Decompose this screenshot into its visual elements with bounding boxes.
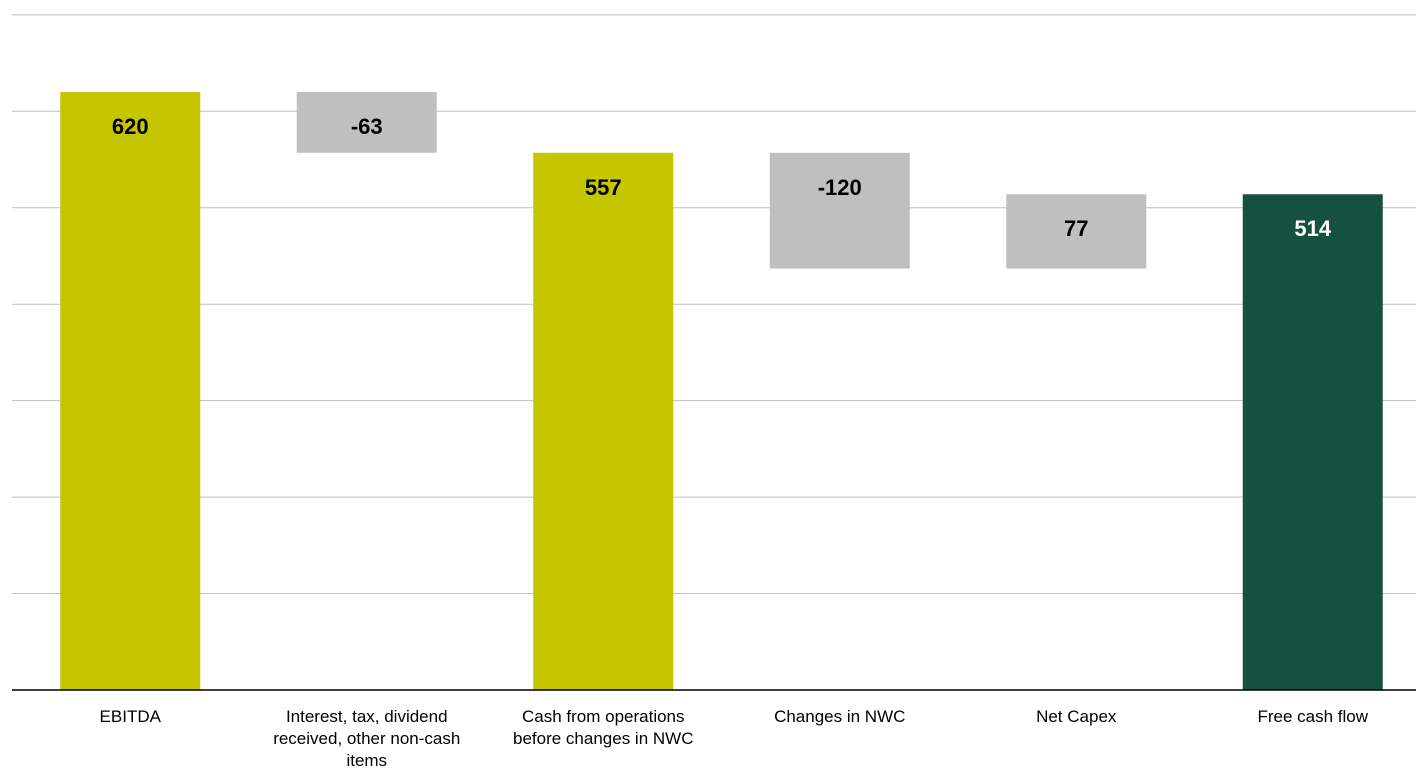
data-label-3: 557 — [585, 175, 622, 200]
category-label: items — [346, 751, 387, 770]
category-label: before changes in NWC — [513, 729, 693, 748]
data-label-1: 620 — [112, 114, 149, 139]
category-label: Free cash flow — [1257, 707, 1368, 726]
category-label: Net Capex — [1036, 707, 1117, 726]
data-label-4: -120 — [818, 175, 862, 200]
category-label: Cash from operations — [522, 707, 685, 726]
bar-4 — [769, 152, 910, 269]
gridlines — [12, 14, 1416, 595]
bars — [60, 92, 1383, 690]
bar-5 — [1006, 194, 1147, 269]
data-labels: 620 -63 557 -120 77 514 — [112, 114, 1332, 241]
category-label: Interest, tax, dividend — [286, 707, 448, 726]
category-label: EBITDA — [100, 707, 162, 726]
bar-2 — [296, 92, 437, 153]
bar-1 — [60, 92, 201, 690]
category-label: Changes in NWC — [774, 707, 905, 726]
bar-3 — [533, 152, 674, 690]
bar-6 — [1242, 194, 1383, 690]
data-label-5: 77 — [1064, 216, 1088, 241]
data-label-6: 514 — [1294, 216, 1331, 241]
data-label-2: -63 — [351, 114, 383, 139]
category-labels: EBITDA Interest, tax, dividend received, o… — [100, 707, 1369, 770]
category-label: received, other non-cash — [273, 729, 460, 748]
